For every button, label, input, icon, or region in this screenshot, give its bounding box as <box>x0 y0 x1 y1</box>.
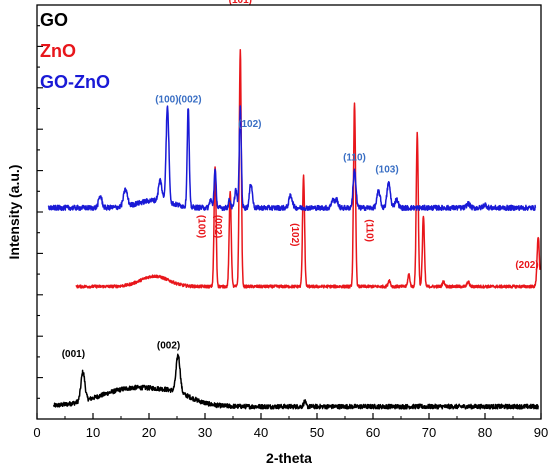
y-axis <box>37 25 43 399</box>
x-tick-label: 60 <box>366 425 380 440</box>
series-line-go <box>53 353 539 410</box>
peak-label: (101) <box>229 0 252 6</box>
peak-label: (103) <box>375 165 398 176</box>
peak-label: (002) <box>212 215 223 238</box>
legend-entry-go-zno: GO-ZnO <box>40 72 110 92</box>
x-tick-label: 90 <box>534 425 548 440</box>
x-tick-label: 70 <box>422 425 436 440</box>
x-tick-label: 40 <box>254 425 268 440</box>
series-line-go-zno <box>47 105 537 212</box>
x-axis-label: 2-theta <box>266 450 312 466</box>
peak-label: (102) <box>238 119 261 130</box>
x-tick-label: 10 <box>86 425 100 440</box>
peak-label: (110) <box>363 219 374 242</box>
peak-label: (001) <box>62 349 85 360</box>
legend-entry-go: GO <box>40 10 68 30</box>
legend: GO ZnO GO-ZnO <box>40 10 110 92</box>
peak-label: (100) <box>195 215 206 238</box>
x-tick-label: 0 <box>33 425 40 440</box>
series-line-zno <box>75 48 541 289</box>
peak-label: (100) <box>155 94 178 105</box>
x-tick-label: 20 <box>142 425 156 440</box>
y-axis-label: Intensity (a.u.) <box>6 165 22 260</box>
peak-label: (102) <box>289 223 300 246</box>
legend-entry-zno: ZnO <box>40 41 76 61</box>
series-layer <box>47 48 541 410</box>
x-tick-label: 80 <box>478 425 492 440</box>
x-axis: 0 10 20 30 40 50 60 70 80 90 <box>33 413 548 440</box>
plot-frame <box>36 4 542 420</box>
peak-label: (002) <box>157 341 180 352</box>
annotation-layer: (101)(100) (002)(102)(110)(103)(100) (002)… <box>62 0 539 360</box>
peak-label: (002) <box>178 94 201 105</box>
x-tick-label: 30 <box>198 425 212 440</box>
peak-label: (202) <box>515 260 538 271</box>
peak-label: (110) <box>343 152 366 163</box>
x-tick-label: 50 <box>310 425 324 440</box>
